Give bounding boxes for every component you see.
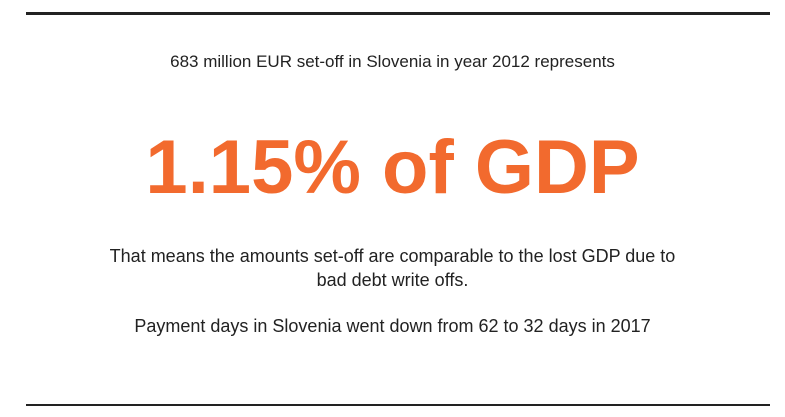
bottom-rule bbox=[26, 404, 770, 406]
explanation: bad debt write offs. bbox=[316, 270, 469, 290]
intro: 683 million EUR set-off in Slovenia in y… bbox=[170, 52, 615, 71]
top-rule bbox=[26, 12, 770, 15]
explanation: That means the amounts set-off are compa… bbox=[109, 246, 676, 266]
headline: 1.15% of GDP bbox=[145, 125, 640, 210]
payment-days: Payment days in Slovenia went down from … bbox=[134, 316, 651, 336]
